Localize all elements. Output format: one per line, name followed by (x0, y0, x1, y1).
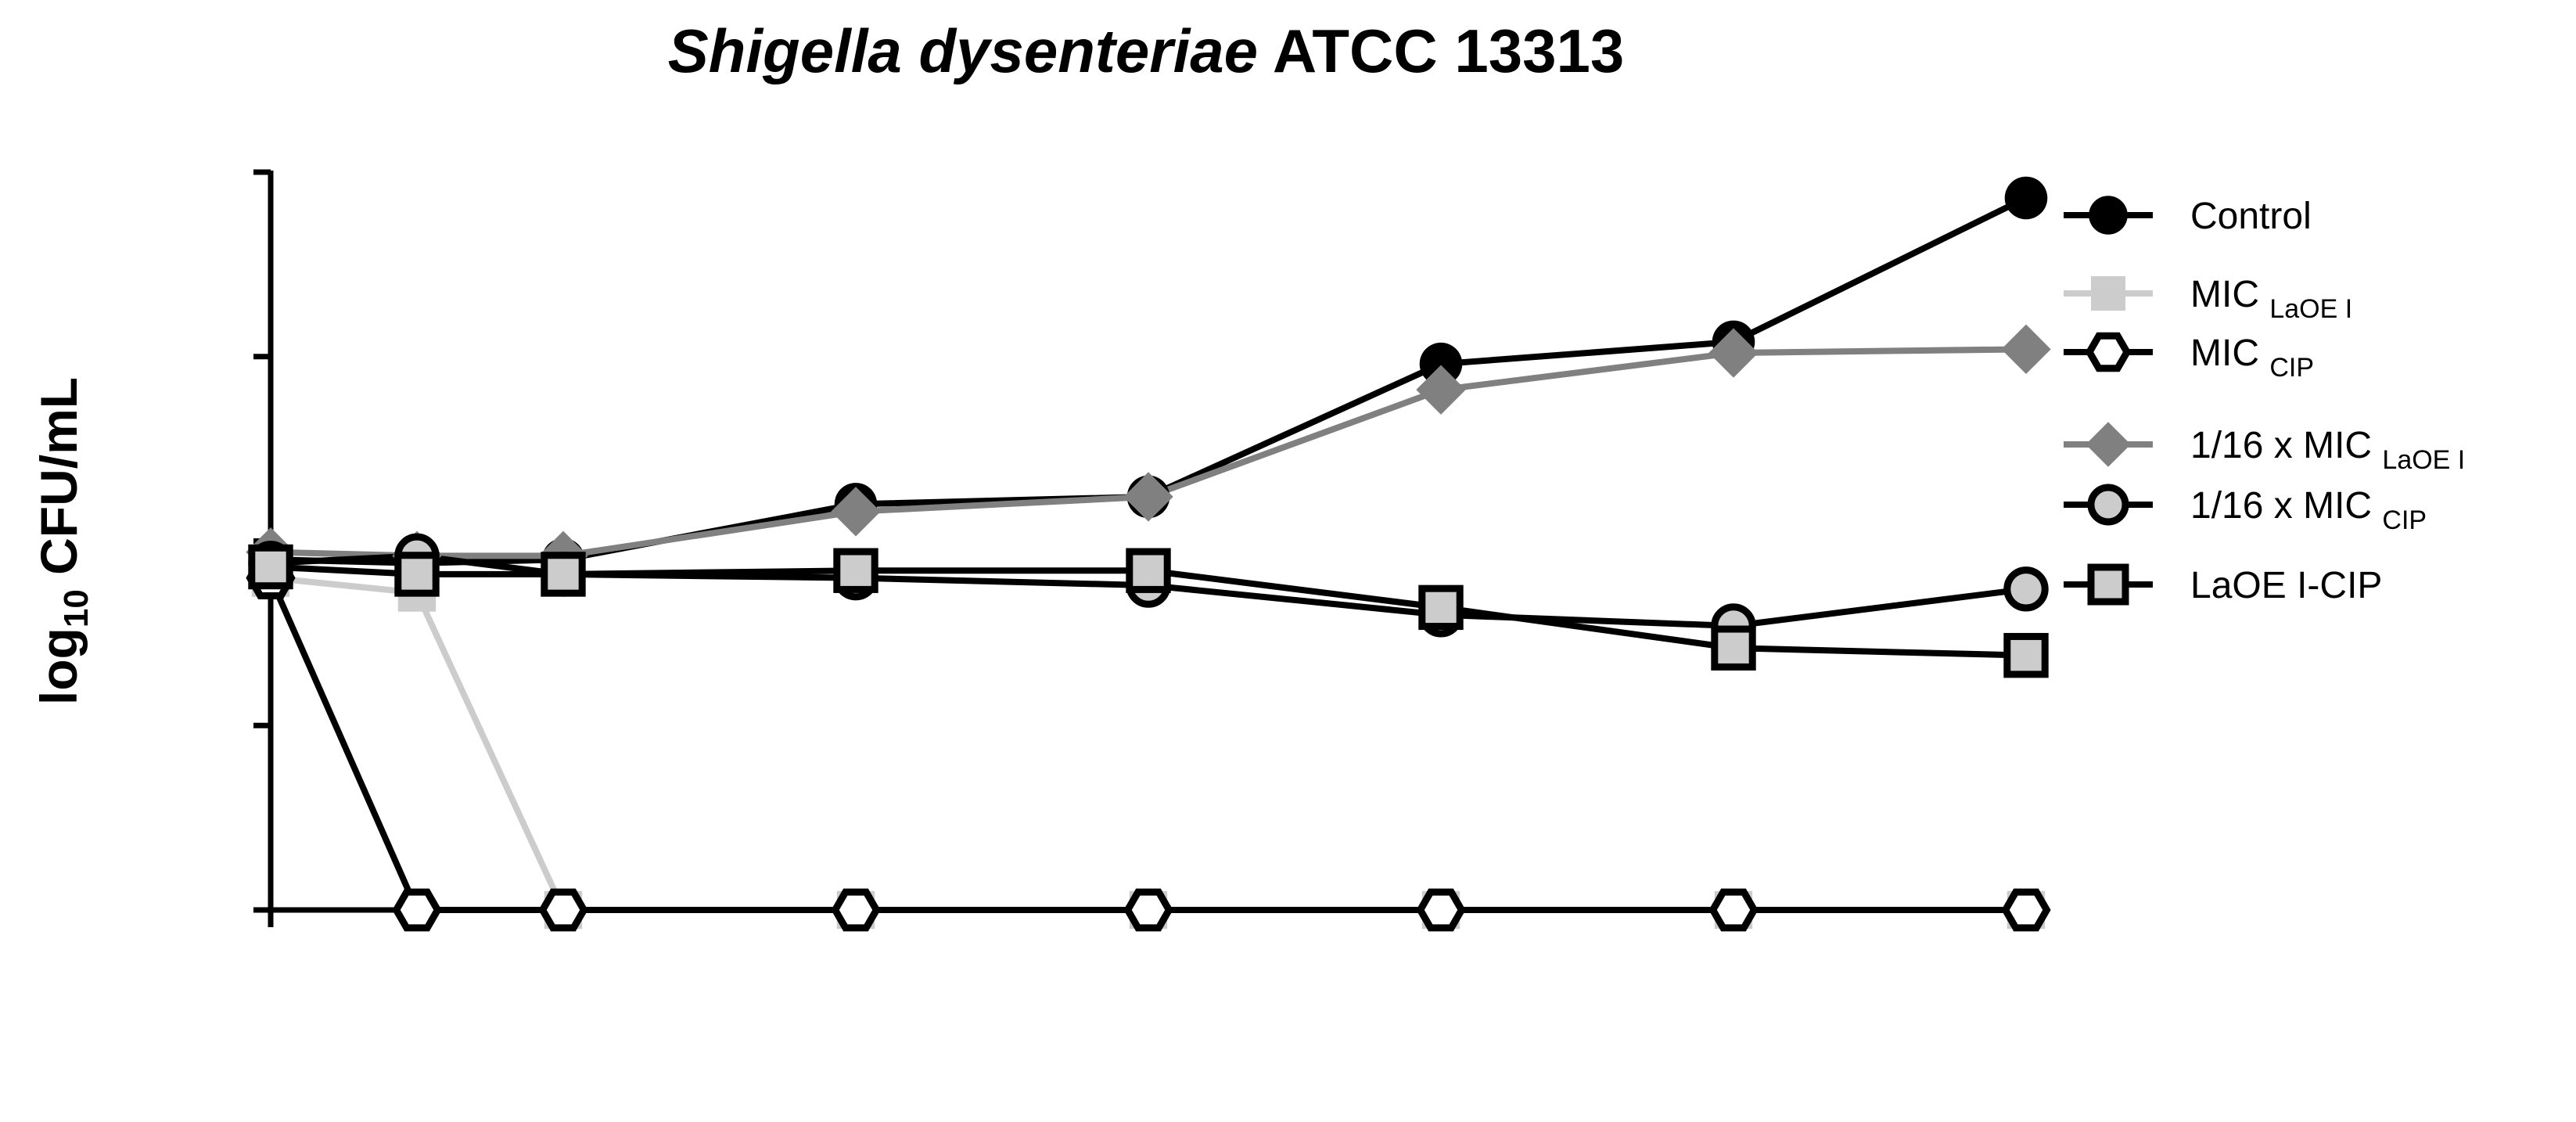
legend-label: MIC CIP (2190, 333, 2314, 383)
data-point (1123, 888, 1173, 932)
data-point (1416, 888, 1466, 932)
data-point (1708, 888, 1759, 932)
legend-item-3: MIC CIP (2064, 332, 2314, 383)
data-point (2085, 332, 2132, 372)
markers-layer (246, 176, 2051, 932)
legend-label-subscript: CIP (2382, 505, 2427, 535)
legend-item-6: LaOE I-CIP (2064, 563, 2382, 606)
legend-item-4: 1/16 x MIC LaOE I (2064, 422, 2465, 475)
data-point (2087, 484, 2129, 526)
data-point (392, 888, 442, 932)
data-point (1126, 548, 1171, 593)
legend-item-5: 1/16 x MIC CIP (2064, 484, 2427, 535)
data-point (2001, 324, 2051, 374)
data-point (2087, 563, 2129, 606)
data-point (2004, 176, 2048, 220)
data-point (394, 552, 440, 597)
series-line-2 (270, 574, 2026, 913)
legend-label-main: MIC (2190, 274, 2269, 315)
legend-label-main: 1/16 x MIC (2190, 425, 2382, 466)
legend-label-main: LaOE I-CIP (2190, 565, 2382, 606)
legend-label-main: MIC (2190, 333, 2269, 374)
legend-label-subscript: CIP (2269, 353, 2314, 383)
legend-item-1: Control (2064, 196, 2312, 237)
data-point (2091, 276, 2125, 311)
data-point (248, 544, 293, 590)
data-point (2003, 566, 2049, 612)
data-point (1708, 328, 1759, 378)
data-point (2089, 196, 2128, 235)
legend-label-subscript: LaOE I (2382, 445, 2465, 475)
legend-label-main: Control (2190, 196, 2312, 237)
legend-label: Control (2190, 196, 2312, 237)
legend-label: 1/16 x MIC LaOE I (2190, 425, 2465, 475)
data-point (2086, 422, 2131, 467)
y-axis-title-suffix: CFU/mL (30, 377, 88, 589)
y-axis-title-subscript: 10 (57, 589, 95, 628)
data-point (538, 888, 588, 932)
data-point (1416, 365, 1466, 415)
data-point (1419, 342, 1463, 386)
chart-title-rest: ATCC 13313 (1258, 16, 1624, 85)
data-point (831, 487, 881, 537)
series-line-4 (270, 346, 2027, 559)
y-axis-title: log10 CFU/mL (30, 377, 95, 705)
axes-layer: log10 CFU/mL (30, 169, 2029, 927)
data-point (1123, 472, 1173, 522)
data-point (1711, 625, 1756, 671)
chart-title: Shigella dysenteriae ATCC 13313 (668, 16, 1625, 85)
data-point (541, 552, 586, 597)
data-point (2003, 632, 2049, 678)
legend-item-2: MIC LaOE I (2064, 274, 2352, 324)
data-point (1418, 584, 1464, 631)
legend-label: MIC LaOE I (2190, 274, 2352, 324)
legend-label-main: 1/16 x MIC (2190, 485, 2382, 527)
data-point (831, 888, 881, 932)
legend-label: 1/16 x MIC CIP (2190, 485, 2427, 535)
data-point (833, 548, 878, 593)
series-line-3 (268, 577, 2026, 913)
series-line-5 (270, 552, 2027, 629)
series-line-1 (270, 195, 2028, 566)
data-point (2001, 888, 2051, 932)
legend-label-subscript: LaOE I (2269, 294, 2352, 324)
y-axis-title-prefix: log (30, 628, 88, 705)
legend-label: LaOE I-CIP (2190, 565, 2382, 606)
chart-title-italic: Shigella dysenteriae (668, 16, 1258, 85)
title-layer: Shigella dysenteriae ATCC 13313 (668, 16, 1625, 85)
series-line-6 (270, 563, 2027, 659)
